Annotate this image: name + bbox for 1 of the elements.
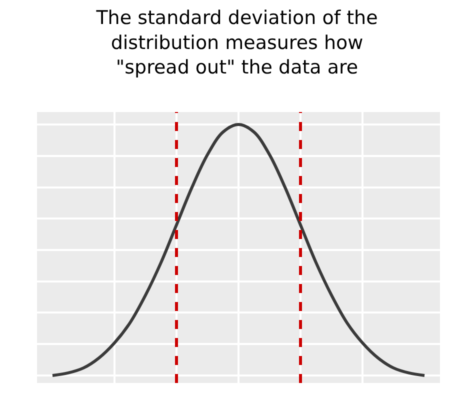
chart-title: The standard deviation of the distribution measures how "spread out" the data are xyxy=(95,7,378,79)
